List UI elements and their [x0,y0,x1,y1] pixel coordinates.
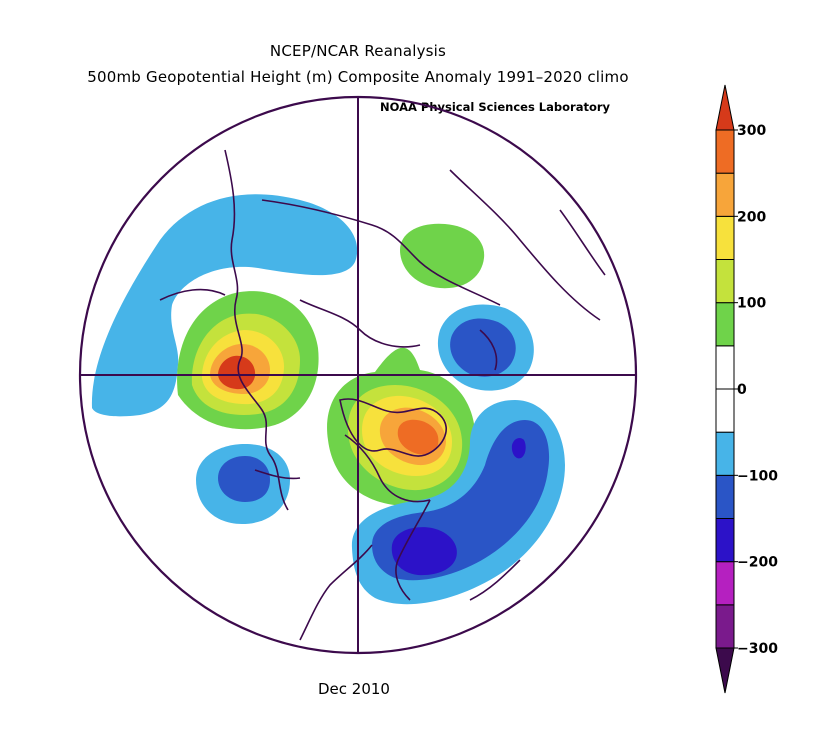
meridian-lines [80,97,636,653]
anomaly-positive-arctic [327,347,476,506]
colorbar-band [715,474,735,520]
colorbar-tick-label: 200 [737,209,766,225]
colorbar-band [715,431,735,476]
colorbar-tick-label: 0 [737,382,747,398]
colorbar-band [715,518,735,563]
colorbar-under-arrow [715,647,735,694]
colorbar-band [715,345,735,390]
coastlines [159,149,606,641]
colorbar-tick-label: 100 [737,296,766,312]
colorbar-tick-label: −300 [737,641,778,657]
colorbar-band [715,302,735,347]
colorbar-tick-label: 300 [737,123,766,139]
anomaly-negative-north-pacific [437,304,534,391]
colorbar-band [715,129,735,174]
colorbar-band [715,215,735,260]
anomaly-contour-posAr5 [397,419,439,455]
credit-label: NOAA Physical Sciences Laboratory [380,100,611,114]
anomaly-contour-posSib [400,223,485,289]
colorbar-band [715,561,735,606]
anomaly-positive-europe [177,291,319,430]
colorbar-band [715,259,735,304]
anomaly-field [91,194,565,605]
colorbar-tick-label: −100 [737,468,778,484]
chart-title: NCEP/NCAR Reanalysis [269,42,447,60]
anomaly-negative-mediterranean [196,444,290,524]
anomaly-contour-negNP2 [450,318,516,377]
map-boundary [78,95,638,655]
chart-subtitle: 500mb Geopotential Height (m) Composite … [87,68,629,86]
colorbar-band [715,604,735,649]
date-label: Dec 2010 [318,680,390,698]
anomaly-contour-negPac [91,194,358,417]
colorbar-over-arrow [715,84,735,131]
colorbar: 300 200 100 0 −100 −200 −300 [715,84,778,694]
colorbar-band [715,388,735,433]
anomaly-negative-pacific [91,194,358,417]
anomaly-contour-posEu5 [218,355,256,390]
colorbar-band [715,172,735,217]
anomaly-contour-negUS4 [511,437,526,459]
anomaly-positive-siberia [400,223,485,289]
colorbar-tick-label: −200 [737,555,778,571]
anomaly-contour-negMed2 [218,456,270,502]
